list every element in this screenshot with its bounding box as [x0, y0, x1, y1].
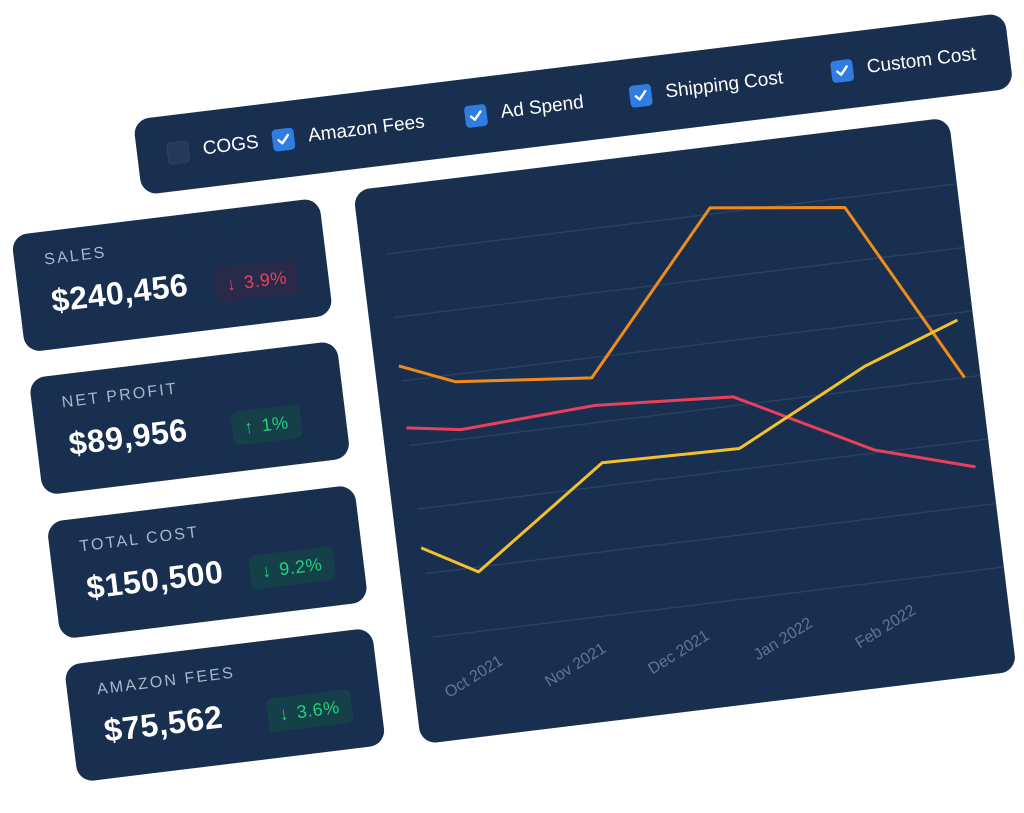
filter-custom-cost[interactable]: Custom Cost	[827, 17, 981, 110]
gridline	[433, 566, 1004, 638]
filter-label: COGS	[201, 131, 260, 160]
kpi-value: $240,456	[49, 266, 191, 319]
arrow-down-icon: ↓	[278, 702, 291, 724]
filter-label: Shipping Cost	[664, 67, 785, 103]
gridline	[417, 438, 989, 510]
arrow-down-icon: ↓	[260, 559, 273, 581]
change-value: 3.6%	[295, 696, 341, 722]
series-line-red	[406, 395, 976, 469]
checkbox-unchecked-icon[interactable]	[165, 140, 191, 165]
filter-label: Ad Spend	[499, 91, 585, 123]
x-tick-label: Nov 2021	[542, 640, 609, 691]
gridline	[409, 374, 981, 447]
filter-amazon-fees[interactable]: Amazon Fees	[268, 85, 429, 179]
kpi-card-net-profit: NET PROFIT $89,956 ↑ 1%	[28, 340, 351, 496]
filter-cogs[interactable]: COGS	[163, 105, 264, 192]
series-line-yellow	[420, 318, 959, 574]
kpi-card-total-cost: TOTAL COST $150,500 ↓ 9.2%	[46, 484, 369, 640]
change-badge: ↓ 3.6%	[265, 688, 354, 733]
x-tick-label: Jan 2022	[751, 615, 816, 664]
arrow-down-icon: ↓	[225, 273, 238, 295]
line-chart: Oct 2021 Nov 2021 Dec 2021 Jan 2022 Feb 2022	[386, 183, 1004, 702]
gridline	[386, 183, 957, 255]
checkbox-checked-icon[interactable]	[628, 83, 654, 109]
arrow-up-icon: ↑	[242, 415, 255, 437]
checkbox-checked-icon[interactable]	[463, 103, 489, 129]
filter-shipping-cost[interactable]: Shipping Cost	[625, 41, 787, 135]
change-value: 1%	[260, 411, 290, 435]
checkbox-checked-icon[interactable]	[829, 58, 855, 84]
kpi-value: $150,500	[84, 553, 226, 606]
filter-label: Custom Cost	[865, 43, 978, 78]
kpi-label: NET PROFIT	[60, 380, 179, 412]
kpi-card-sales: SALES $240,456 ↓ 3.9%	[11, 197, 334, 353]
gridline	[425, 502, 997, 575]
change-value: 3.9%	[242, 266, 288, 292]
kpi-value: $75,562	[101, 698, 225, 749]
filter-label: Amazon Fees	[306, 111, 426, 147]
x-tick-label: Oct 2021	[442, 653, 506, 702]
checkbox-checked-icon[interactable]	[271, 127, 296, 152]
kpi-value: $89,956	[66, 411, 190, 462]
cost-filter-bar: COGS Amazon Fees Ad Spend Shipping Cost Cust…	[132, 12, 1014, 196]
kpi-label: TOTAL COST	[78, 523, 201, 556]
change-badge: ↑ 1%	[230, 403, 303, 446]
filter-ad-spend[interactable]: Ad Spend	[460, 65, 588, 155]
kpi-label: SALES	[43, 244, 108, 269]
kpi-label: AMAZON FEES	[96, 664, 236, 699]
x-tick-label: Dec 2021	[645, 627, 712, 678]
gridline	[401, 310, 973, 382]
kpi-card-amazon-fees: AMAZON FEES $75,562 ↓ 3.6%	[63, 627, 386, 783]
gridline	[393, 246, 965, 319]
change-badge: ↓ 3.9%	[212, 258, 301, 303]
series-line-orange	[398, 206, 966, 384]
change-value: 9.2%	[277, 553, 324, 579]
profit-chart: Oct 2021 Nov 2021 Dec 2021 Jan 2022 Feb 2022	[353, 117, 1017, 745]
x-tick-label: Feb 2022	[853, 602, 919, 652]
change-badge: ↓ 9.2%	[247, 545, 336, 590]
